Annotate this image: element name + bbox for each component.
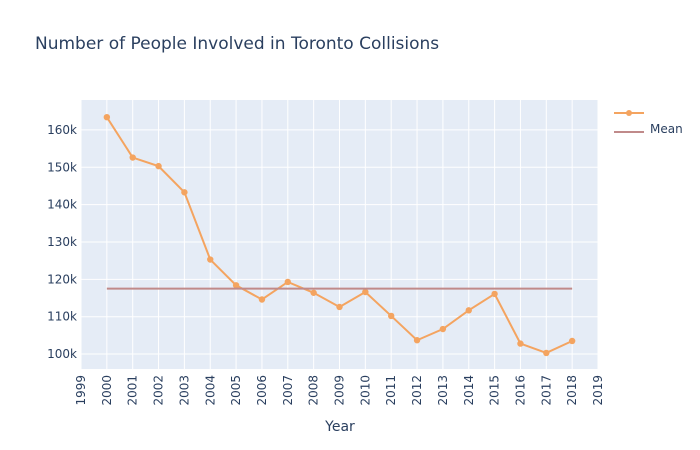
legend-swatch-series-1 <box>614 110 644 116</box>
data-point <box>465 307 472 314</box>
data-point <box>207 256 214 263</box>
data-point <box>310 289 317 296</box>
x-tick-label: 2000 <box>100 375 114 406</box>
y-tick-label: 110k <box>47 310 77 324</box>
x-tick-label: 2017 <box>539 375 553 406</box>
data-point <box>232 282 240 289</box>
legend-label-mean: Mean <box>650 122 683 136</box>
data-point <box>336 303 343 311</box>
y-tick-label: 100k <box>47 347 77 361</box>
data-point <box>439 325 447 333</box>
x-tick-label: 2016 <box>513 375 527 406</box>
legend-item-series-1[interactable] <box>612 103 697 122</box>
x-tick-label: 2003 <box>177 375 191 406</box>
x-tick-label: 2001 <box>126 375 140 406</box>
data-point <box>284 278 291 286</box>
x-tick-label: 2002 <box>152 375 166 406</box>
x-tick-label: 2009 <box>333 375 347 406</box>
data-point <box>129 154 136 161</box>
x-tick-label: 2012 <box>410 375 424 406</box>
chart-title: Number of People Involved in Toronto Col… <box>35 34 440 54</box>
y-tick-label: 140k <box>47 198 77 212</box>
x-tick-label: 2019 <box>591 375 605 406</box>
legend-item-mean[interactable]: Mean <box>612 122 697 141</box>
data-point <box>155 162 162 170</box>
x-tick-label: 2008 <box>307 375 321 406</box>
y-tick-label: 130k <box>47 235 77 249</box>
legend-swatch-mean <box>614 131 644 133</box>
legend[interactable]: Mean <box>612 103 697 141</box>
y-tick-label: 160k <box>47 123 77 137</box>
x-tick-label: 2010 <box>358 375 372 406</box>
data-point <box>491 290 498 298</box>
x-tick-label: 2006 <box>255 375 269 406</box>
data-point <box>362 288 369 296</box>
x-axis-title: Year <box>325 419 355 435</box>
data-point <box>388 312 395 320</box>
x-tick-label: 1999 <box>74 375 88 406</box>
data-point <box>181 189 188 196</box>
x-tick-label: 2014 <box>462 375 476 406</box>
x-tick-label: 2005 <box>229 375 243 406</box>
data-point <box>103 113 111 121</box>
y-tick-label: 150k <box>47 160 77 174</box>
y-tick-label: 120k <box>47 272 77 286</box>
x-tick-label: 2007 <box>281 375 295 406</box>
data-point <box>413 337 421 344</box>
data-point <box>543 349 550 357</box>
x-tick-label: 2018 <box>565 375 579 406</box>
x-tick-label: 2011 <box>384 375 398 406</box>
data-point <box>258 296 266 303</box>
x-tick-label: 2004 <box>203 375 217 406</box>
data-point <box>568 337 576 345</box>
x-tick-label: 2015 <box>488 375 502 406</box>
data-point <box>517 340 524 347</box>
x-tick-label: 2013 <box>436 375 450 406</box>
